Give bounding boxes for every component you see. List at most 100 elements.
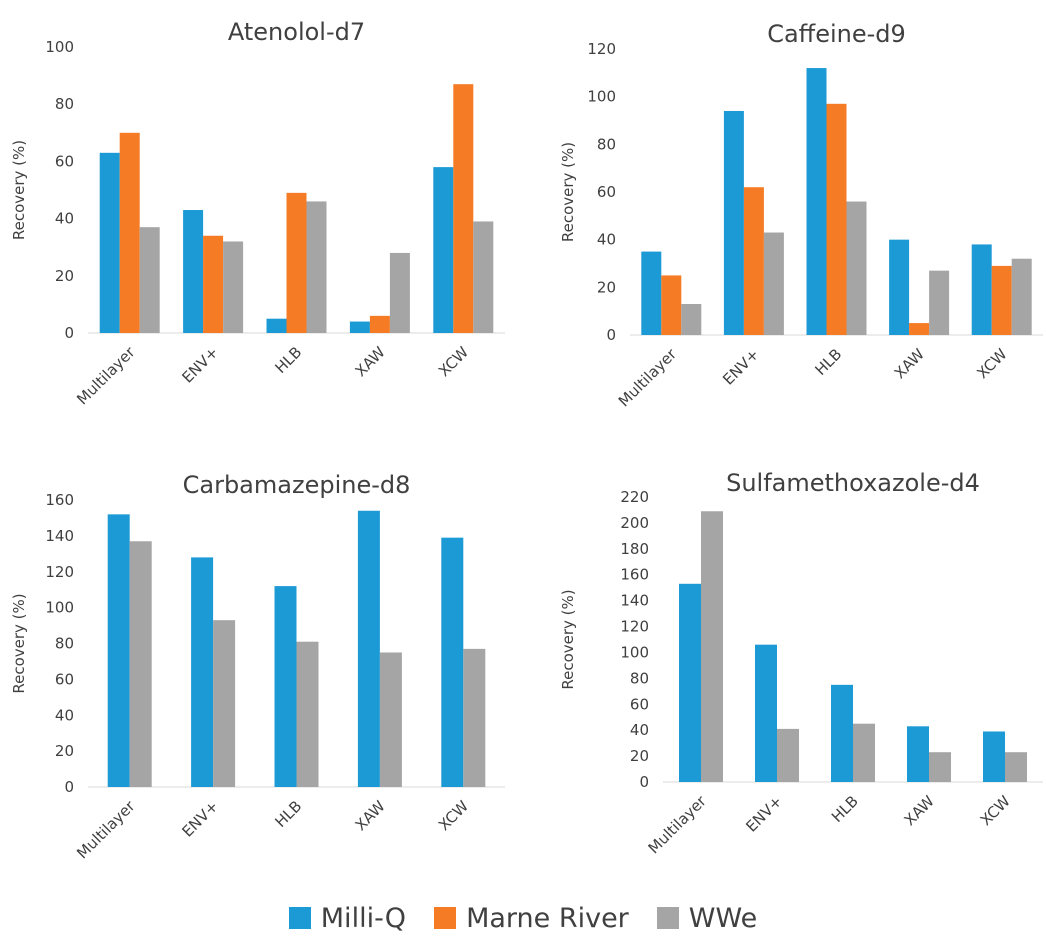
y-tick-label: 140: [620, 592, 649, 610]
y-axis-label: Recovery (%): [10, 593, 28, 693]
x-tick-label: Multilayer: [645, 792, 711, 858]
y-tick-label: 160: [620, 566, 649, 584]
y-tick-label: 80: [597, 135, 616, 153]
y-axis-label: Recovery (%): [559, 589, 577, 689]
bar-milli-q-multilayer: [99, 152, 120, 333]
y-tick-label: 200: [620, 514, 649, 532]
bar-milli-q-xcw: [971, 244, 992, 335]
x-tick-label: XAW: [352, 343, 389, 380]
bar-marne-river-hlb: [826, 103, 847, 335]
y-tick-label: 60: [597, 183, 616, 201]
y-tick-label: 160: [45, 491, 74, 509]
bar-marne-river-xcw: [991, 265, 1012, 335]
y-tick-label: 100: [587, 88, 616, 106]
chart-panel-atenolol: Atenolol-d7 Recovery (%) 0 20 40 60 80 100 Multi…: [0, 0, 523, 450]
bar-marne-river-xaw: [909, 323, 930, 335]
chart-svg-sulfamethoxazole-d4: Sulfamethoxazole-d4 Recovery (%) 0 20 40 60 80…: [559, 469, 1043, 858]
x-tick-label: XCW: [435, 797, 472, 834]
legend-label-marne-river: Marne River: [466, 902, 629, 934]
bar-milli-q-hlb: [266, 318, 287, 333]
x-tick-label: XCW: [973, 345, 1010, 382]
bar-milli-q-hlb: [831, 684, 853, 782]
y-tick-label: 60: [55, 670, 74, 688]
bar-milli-q-env: [191, 557, 214, 787]
y-tick-label: 0: [639, 773, 649, 791]
bar-marne-river-xcw: [453, 84, 474, 334]
bar-wwe-multilayer: [681, 304, 702, 335]
chart-panel-sulfamethoxazole: Sulfamethoxazole-d4 Recovery (%) 0 20 40 60 80…: [523, 455, 1046, 900]
bar-marne-river-env: [203, 235, 224, 333]
legend-swatch-milli-q: [288, 907, 311, 929]
y-tick-label: 0: [64, 778, 74, 796]
bar-milli-q-hlb: [806, 68, 827, 336]
bar-marne-river-hlb: [286, 192, 307, 333]
chart-title: Atenolol-d7: [228, 18, 365, 46]
bar-milli-q-env: [723, 110, 744, 335]
y-tick-label: 100: [45, 38, 74, 56]
bar-wwe-env: [763, 232, 784, 335]
bar-milli-q-env: [183, 210, 204, 333]
y-tick-label: 80: [55, 635, 74, 653]
bar-wwe-xcw: [1005, 752, 1027, 782]
x-tick-label: Multilayer: [615, 345, 681, 411]
legend-item-marne-river: Marne River: [434, 903, 629, 934]
x-tick-label: ENV+: [178, 797, 222, 841]
x-tick-label: XCW: [977, 792, 1014, 829]
bar-wwe-xaw: [389, 252, 410, 333]
y-tick-label: 80: [55, 95, 74, 113]
legend-swatch-marne-river: [434, 907, 457, 929]
bar-wwe-multilayer: [701, 511, 723, 782]
x-tick-label: HLB: [271, 797, 305, 831]
bar-milli-q-xaw: [349, 321, 370, 333]
bar-milli-q-env: [755, 644, 777, 782]
bar-wwe-multilayer: [129, 541, 152, 787]
legend-label-wwe: WWe: [688, 902, 758, 934]
x-tick-label: Multilayer: [73, 797, 139, 863]
x-tick-label: XAW: [891, 345, 928, 382]
y-tick-label: 40: [55, 706, 74, 724]
y-axis-label: Recovery (%): [559, 142, 577, 242]
chart-title: Sulfamethoxazole-d4: [726, 469, 980, 497]
bar-wwe-xaw: [929, 752, 951, 782]
bar-wwe-hlb: [853, 723, 875, 782]
y-tick-label: 100: [620, 643, 649, 661]
bar-milli-q-multilayer: [641, 251, 662, 335]
y-tick-label: 20: [55, 267, 74, 285]
x-tick-label: ENV+: [719, 345, 763, 389]
chart-svg-atenolol-d7: Atenolol-d7 Recovery (%) 0 20 40 60 80 100 Multi…: [10, 18, 505, 409]
y-tick-label: 40: [597, 231, 616, 249]
bar-marne-river-multilayer: [119, 132, 140, 333]
bar-wwe-xaw: [929, 270, 950, 335]
bar-milli-q-xcw: [441, 537, 464, 787]
y-tick-label: 40: [55, 210, 74, 228]
y-tick-label: 120: [587, 40, 616, 58]
x-tick-label: HLB: [828, 792, 862, 826]
bar-wwe-xcw: [1011, 258, 1032, 335]
y-tick-label: 140: [45, 527, 74, 545]
bar-milli-q-hlb: [274, 586, 297, 787]
bar-milli-q-xaw: [907, 726, 929, 782]
x-tick-label: XAW: [352, 797, 389, 834]
y-tick-label: 0: [64, 324, 74, 342]
x-tick-label: XCW: [435, 343, 472, 380]
x-tick-label: HLB: [811, 345, 845, 379]
y-tick-label: 120: [620, 618, 649, 636]
x-tick-label: Multilayer: [73, 343, 139, 409]
bar-marne-river-xaw: [369, 315, 390, 333]
x-tick-label: HLB: [271, 343, 305, 377]
bar-milli-q-xcw: [433, 167, 454, 333]
legend-item-milli-q: Milli-Q: [288, 902, 407, 934]
chart-panel-carbamazepine: Carbamazepine-d8 Recovery (%) 0 20 40 60 80 100…: [0, 455, 523, 900]
bar-milli-q-multilayer: [679, 583, 701, 782]
bar-wwe-multilayer: [139, 227, 160, 333]
y-tick-label: 120: [45, 563, 74, 581]
bar-wwe-hlb: [306, 201, 327, 333]
legend-label-milli-q: Milli-Q: [320, 902, 407, 934]
chart-title: Carbamazepine-d8: [183, 471, 411, 499]
y-tick-label: 60: [55, 152, 74, 170]
bar-marne-river-env: [743, 187, 764, 335]
bar-marne-river-multilayer: [661, 275, 682, 335]
x-tick-label: XAW: [901, 792, 938, 829]
y-tick-label: 220: [620, 488, 649, 506]
